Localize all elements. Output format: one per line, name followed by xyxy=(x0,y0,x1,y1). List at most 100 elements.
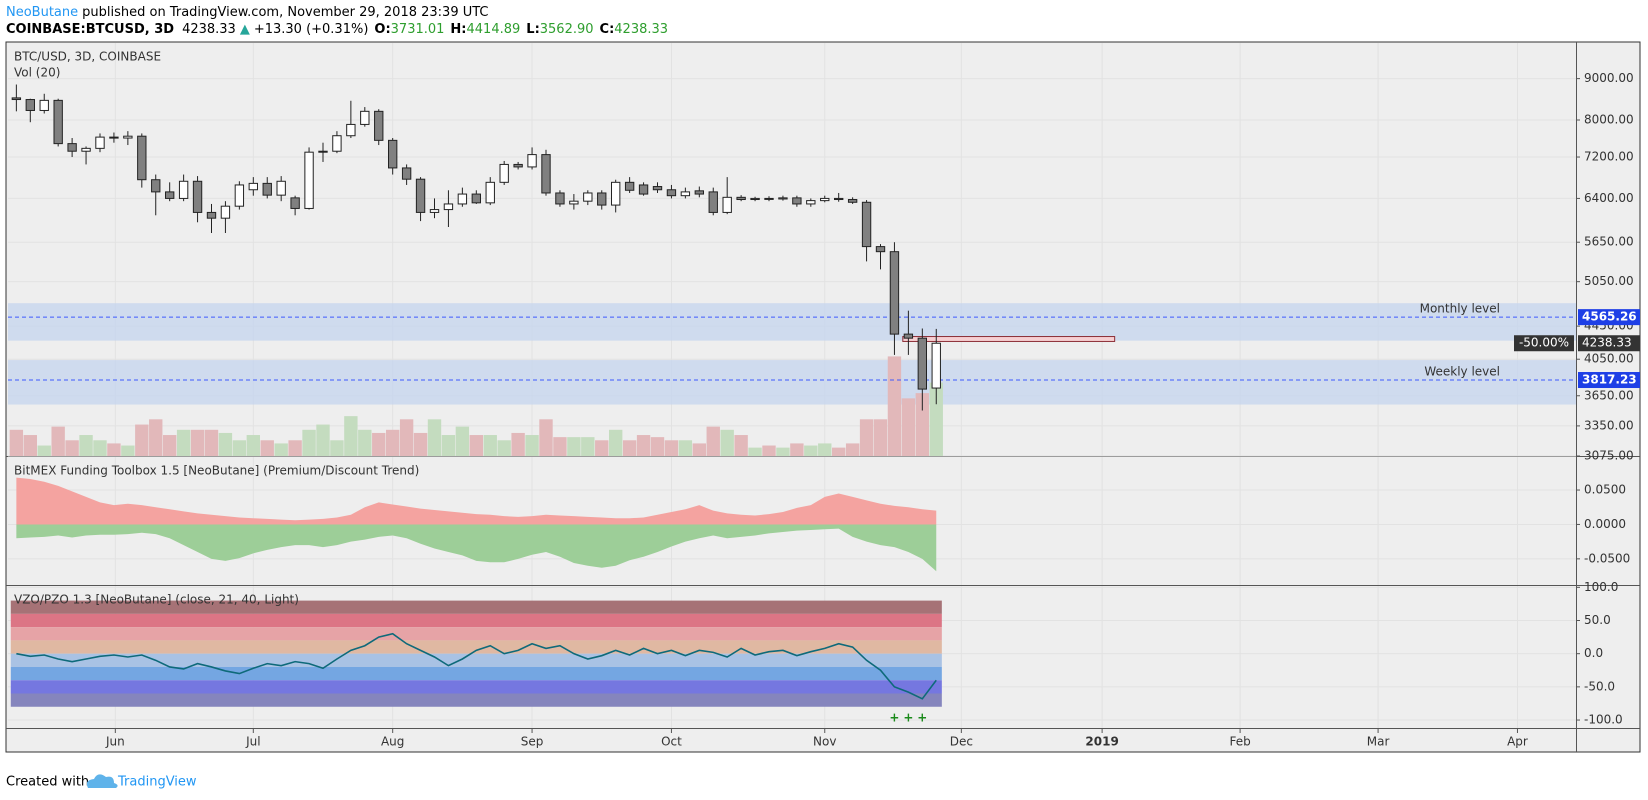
candle-body xyxy=(81,147,91,152)
y-tick-label: 3075.00 xyxy=(1584,449,1634,463)
volume-bar xyxy=(149,419,163,456)
y-tick-label: 0.0 xyxy=(1584,646,1603,660)
volume-bar xyxy=(176,429,191,456)
volume-bar xyxy=(790,443,804,456)
candle-body xyxy=(401,167,412,180)
volume-bar xyxy=(302,429,316,456)
last-price: 4238.33 xyxy=(1582,336,1632,350)
y-tick-label: 3350.00 xyxy=(1584,418,1634,432)
candle-body xyxy=(53,99,63,145)
pane-title: BTC/USD, 3D, COINBASE xyxy=(14,50,161,64)
candle-body xyxy=(123,135,133,139)
volume-bar xyxy=(748,447,762,456)
signal: + xyxy=(917,711,927,725)
pane-title: BitMEX Funding Toolbox 1.5 [NeoButane] (… xyxy=(14,464,419,478)
candle-body xyxy=(583,192,593,202)
volume-bar xyxy=(818,443,832,456)
candle-body xyxy=(736,196,746,201)
x-tick-label: Feb xyxy=(1229,735,1250,749)
candle-body xyxy=(39,99,49,111)
candle-body xyxy=(778,197,788,200)
y-tick-label: 0.0000 xyxy=(1584,517,1626,531)
zone xyxy=(10,627,942,641)
candle-body xyxy=(694,190,704,195)
volume-bar xyxy=(915,393,930,456)
candle-body xyxy=(792,197,802,205)
volume-bar xyxy=(692,443,707,456)
volume-bar xyxy=(762,445,776,456)
candle-body xyxy=(164,191,175,199)
level-price: 4565.26 xyxy=(1582,310,1637,324)
candle-body xyxy=(220,205,231,219)
volume-bar xyxy=(706,426,720,456)
volume-bar xyxy=(23,435,37,456)
candle-body xyxy=(192,180,203,213)
ohlc-value: 4238.33 xyxy=(614,22,668,37)
volume-bar xyxy=(901,398,916,456)
volume-bar xyxy=(372,432,386,456)
volume-bar xyxy=(162,435,177,456)
published: published on TradingView.com, November 2… xyxy=(82,5,488,20)
x-tick-label: Apr xyxy=(1507,735,1528,749)
volume-bar xyxy=(483,435,497,456)
volume-bar xyxy=(595,440,609,456)
candle-body xyxy=(834,197,844,201)
candle-body xyxy=(931,342,941,389)
candle-body xyxy=(820,197,830,202)
volume-bar xyxy=(845,443,860,456)
volume-bar xyxy=(650,437,665,456)
candle-body xyxy=(485,181,495,204)
candle-body xyxy=(638,184,649,195)
volume-bar xyxy=(288,440,302,456)
volume-bar xyxy=(873,419,888,456)
volume-bar xyxy=(678,440,693,456)
candle-body xyxy=(875,246,886,253)
x-tick-label: 2019 xyxy=(1085,735,1118,749)
candle-body xyxy=(527,154,537,168)
y-tick-label: 8000.00 xyxy=(1584,113,1634,127)
oscillator-line xyxy=(16,632,937,700)
volume-bar xyxy=(9,429,24,456)
volume-bar xyxy=(232,440,247,456)
pane-title: VZO/PZO 1.3 [NeoButane] (close, 21, 40, … xyxy=(14,593,299,607)
candle-body xyxy=(109,136,119,139)
volume-bar xyxy=(358,429,372,456)
level-label: Monthly level xyxy=(1420,302,1500,316)
candle-body xyxy=(374,110,384,141)
candle-body xyxy=(750,197,760,201)
candle-body xyxy=(847,199,858,203)
candle-body xyxy=(471,193,481,204)
ohlc-label: C: xyxy=(600,22,615,37)
volume-bar xyxy=(859,419,874,456)
candle-body xyxy=(624,181,635,191)
arrow: ▲ xyxy=(240,22,250,37)
change: +13.30 (+0.31%) xyxy=(254,22,369,37)
candle-body xyxy=(764,197,774,200)
volume-bar xyxy=(274,443,288,456)
candle-body xyxy=(903,333,914,339)
candle-body xyxy=(137,135,147,181)
volume-bar xyxy=(93,440,107,456)
measure-box xyxy=(902,336,1116,342)
candle-body xyxy=(569,200,579,205)
x-tick-label: Sep xyxy=(521,735,544,749)
x-tick-label: Oct xyxy=(661,735,682,749)
volume-bar xyxy=(204,429,219,456)
volume-bar xyxy=(65,440,79,456)
candle-body xyxy=(680,191,691,197)
brand[interactable]: TradingView xyxy=(117,775,197,790)
candle-body xyxy=(332,135,342,152)
candle-body xyxy=(262,182,272,196)
volume-bar xyxy=(636,435,651,456)
signal: + xyxy=(903,711,913,725)
funding-area xyxy=(16,477,937,525)
candle-body xyxy=(67,143,77,152)
candle-body xyxy=(11,97,22,101)
candle-body xyxy=(652,186,663,191)
volume-bar xyxy=(553,437,567,456)
volume-bar xyxy=(385,429,400,456)
volume-bar xyxy=(344,416,358,456)
candle-body xyxy=(541,154,551,194)
volume-bar xyxy=(330,440,344,456)
volume-bar xyxy=(218,432,233,456)
